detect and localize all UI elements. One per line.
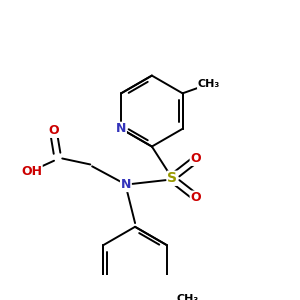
Text: O: O: [190, 191, 201, 204]
Text: N: N: [116, 122, 126, 135]
Text: O: O: [190, 152, 201, 165]
Text: OH: OH: [21, 165, 42, 178]
Text: O: O: [49, 124, 59, 137]
Text: CH₃: CH₃: [176, 293, 198, 300]
Text: N: N: [121, 178, 131, 191]
Text: CH₃: CH₃: [198, 79, 220, 89]
Text: S: S: [167, 171, 177, 185]
